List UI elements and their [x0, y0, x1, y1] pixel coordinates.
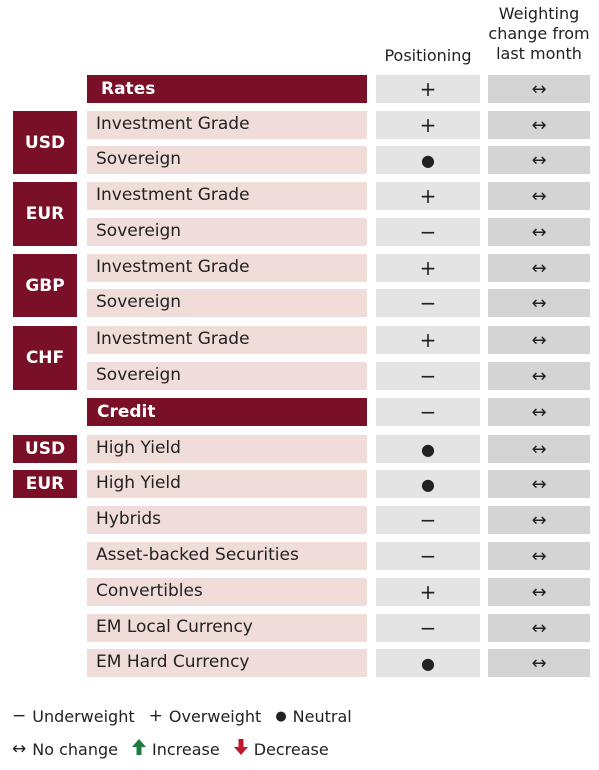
- row-label: Investment Grade: [87, 254, 367, 282]
- row-label: Convertibles: [87, 578, 367, 606]
- row-label: Sovereign: [87, 362, 367, 390]
- rates-banner: Rates: [87, 75, 367, 103]
- row-label: Investment Grade: [87, 111, 367, 139]
- row-label: High Yield: [87, 470, 367, 498]
- legend-no-change-label: No change: [32, 739, 118, 759]
- change-cell: ↔: [488, 289, 590, 317]
- row-label: Sovereign: [87, 289, 367, 317]
- positioning-cell: −: [376, 362, 480, 390]
- minus-icon: −: [12, 706, 27, 726]
- legend-row-2: ↔ No change Increase Decrease: [12, 738, 343, 760]
- legend-overweight-label: Overweight: [168, 706, 262, 726]
- region-eur-credit: EUR: [13, 470, 77, 498]
- positioning-cell: ●: [376, 470, 480, 498]
- change-cell: ↔: [488, 254, 590, 282]
- arrow-up-icon: [131, 738, 146, 760]
- row-label: Investment Grade: [87, 182, 367, 210]
- row-label: Sovereign: [87, 218, 367, 246]
- positioning-cell: −: [376, 506, 480, 534]
- change-cell: ↔: [488, 326, 590, 354]
- region-gbp: GBP: [13, 254, 77, 317]
- change-cell: ↔: [488, 75, 590, 103]
- change-cell: ↔: [488, 362, 590, 390]
- change-cell: ↔: [488, 614, 590, 642]
- change-cell: ↔: [488, 146, 590, 174]
- positioning-cell: ●: [376, 435, 480, 463]
- region-usd-credit: USD: [13, 435, 77, 463]
- row-label: Hybrids: [87, 506, 367, 534]
- legend-decrease: Decrease: [233, 738, 329, 760]
- row-label: High Yield: [87, 435, 367, 463]
- region-eur: EUR: [13, 182, 77, 246]
- credit-banner: Credit: [87, 398, 367, 426]
- change-cell: ↔: [488, 506, 590, 534]
- weighting-change-header: Weighting change from last month: [488, 4, 590, 63]
- row-label: Sovereign: [87, 146, 367, 174]
- change-cell: ↔: [488, 542, 590, 570]
- legend-underweight: − Underweight: [12, 706, 135, 726]
- arrow-down-icon: [233, 738, 248, 760]
- positioning-cell: ●: [376, 146, 480, 174]
- row-label: EM Hard Currency: [87, 649, 367, 677]
- legend-increase-label: Increase: [151, 739, 220, 759]
- legend-overweight: + Overweight: [149, 706, 262, 726]
- change-cell: ↔: [488, 435, 590, 463]
- row-label: Investment Grade: [87, 326, 367, 354]
- row-label: EM Local Currency: [87, 614, 367, 642]
- positioning-cell: +: [376, 326, 480, 354]
- legend-row-1: − Underweight + Overweight ● Neutral: [12, 705, 366, 727]
- dot-icon: ●: [275, 708, 287, 724]
- positioning-cell: +: [376, 578, 480, 606]
- positioning-cell: −: [376, 614, 480, 642]
- positioning-cell: +: [376, 111, 480, 139]
- region-usd: USD: [13, 111, 77, 174]
- legend-neutral: ● Neutral: [275, 707, 351, 726]
- legend-no-change: ↔ No change: [12, 739, 118, 759]
- legend-decrease-label: Decrease: [253, 739, 329, 759]
- change-cell: ↔: [488, 649, 590, 677]
- plus-icon: +: [148, 706, 163, 726]
- change-cell: ↔: [488, 111, 590, 139]
- change-cell: ↔: [488, 578, 590, 606]
- positioning-cell: −: [376, 398, 480, 426]
- legend-underweight-label: Underweight: [32, 706, 135, 726]
- positioning-header: Positioning: [384, 46, 472, 65]
- change-cell: ↔: [488, 182, 590, 210]
- positioning-cell: +: [376, 75, 480, 103]
- region-chf: CHF: [13, 326, 77, 390]
- legend-increase: Increase: [131, 738, 220, 760]
- positioning-cell: −: [376, 289, 480, 317]
- positioning-cell: ●: [376, 649, 480, 677]
- positioning-cell: −: [376, 218, 480, 246]
- change-cell: ↔: [488, 398, 590, 426]
- change-cell: ↔: [488, 218, 590, 246]
- legend-neutral-label: Neutral: [292, 706, 352, 726]
- row-label: Asset-backed Securities: [87, 542, 367, 570]
- positioning-cell: −: [376, 542, 480, 570]
- change-cell: ↔: [488, 470, 590, 498]
- positioning-cell: +: [376, 182, 480, 210]
- positioning-cell: +: [376, 254, 480, 282]
- double-arrow-icon: ↔: [12, 739, 27, 759]
